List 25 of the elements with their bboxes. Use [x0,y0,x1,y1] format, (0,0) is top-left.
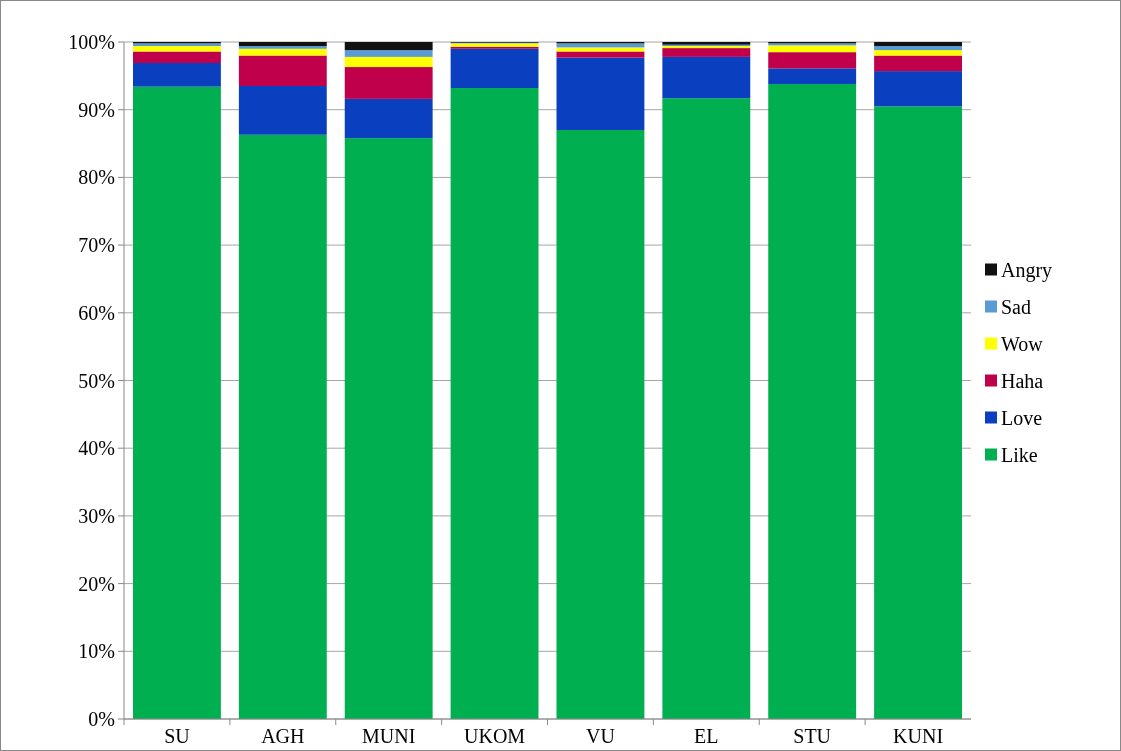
x-tick-label: MUNI [362,725,416,747]
y-tick-label: 20% [78,572,115,595]
y-tick-label: 80% [78,166,115,189]
legend-label: Haha [1001,369,1044,392]
y-tick-label: 50% [78,369,115,392]
y-tick-label: 30% [78,504,115,527]
x-tick-label: AGH [261,725,305,747]
x-tick-label: EL [694,725,719,747]
x-tick-label: STU [793,725,832,747]
x-tick-label: KUNI [893,725,944,747]
y-tick-label: 0% [88,708,115,730]
y-tick-label: 70% [78,234,115,257]
y-tick-label: 40% [78,437,115,460]
legend-label: Like [1001,443,1038,466]
legend-label: Love [1001,406,1043,429]
x-tick-label: VU [585,725,616,747]
x-tick-label: UKOM [464,725,526,747]
y-tick-label: 90% [78,98,115,121]
y-tick-label: 10% [78,640,115,663]
legend-label: Wow [1001,332,1044,355]
legend-label: Angry [1001,258,1053,282]
x-tick-label: SU [164,725,191,747]
y-tick-label: 60% [78,301,115,324]
legend-label: Sad [1001,295,1031,318]
y-tick-label: 100% [68,31,115,53]
